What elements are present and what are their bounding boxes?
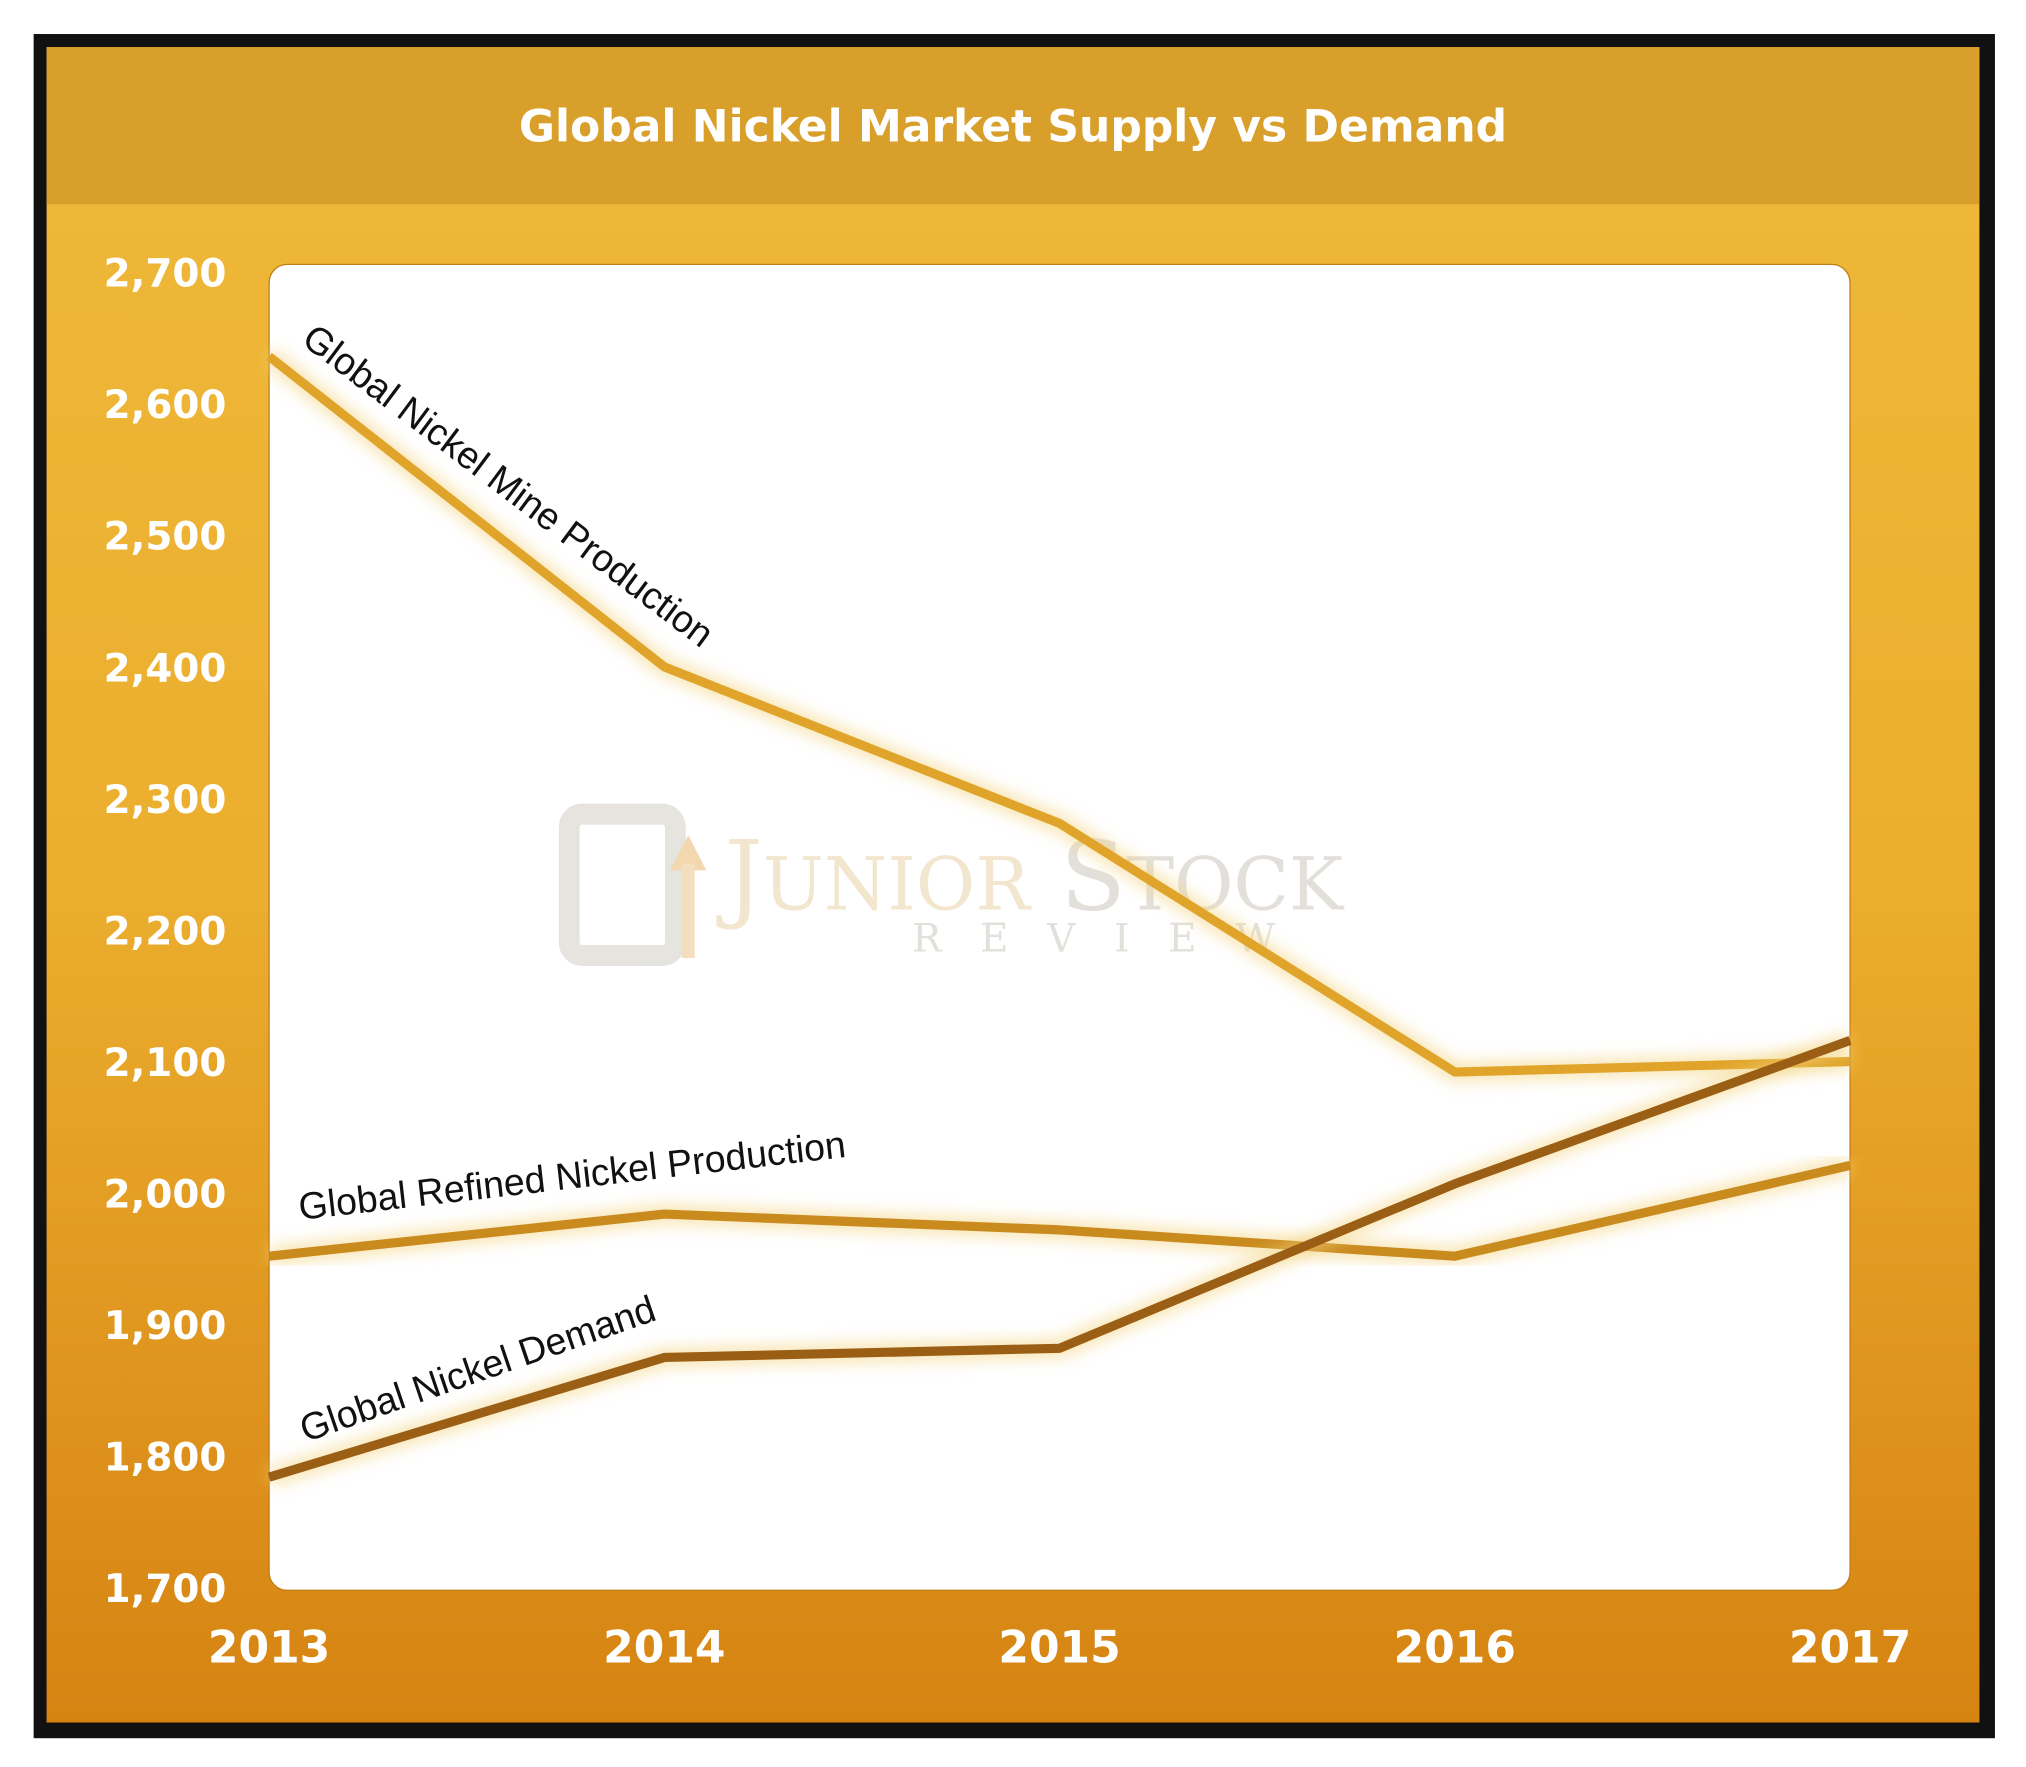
x-tick-label: 2016 bbox=[1394, 1622, 1516, 1673]
x-tick-label: 2013 bbox=[208, 1622, 330, 1673]
y-tick-label: 1,900 bbox=[104, 1304, 227, 1349]
y-tick-label: 2,600 bbox=[104, 383, 227, 428]
y-tick-label: 1,800 bbox=[104, 1435, 227, 1480]
header-band bbox=[46, 47, 1980, 205]
y-tick-label: 2,200 bbox=[104, 909, 227, 954]
series-line-1 bbox=[268, 1160, 1852, 1261]
y-tick-label: 2,000 bbox=[104, 1172, 227, 1217]
y-tick-label: 1,700 bbox=[104, 1567, 227, 1612]
x-tick-label: 2014 bbox=[603, 1622, 725, 1673]
x-tick-label: 2017 bbox=[1789, 1622, 1911, 1673]
y-tick-label: 2,400 bbox=[104, 646, 227, 691]
series-line-0 bbox=[266, 352, 1851, 1077]
y-tick-label: 2,500 bbox=[104, 515, 227, 560]
chart-title: Global Nickel Market Supply vs Demand bbox=[519, 101, 1507, 152]
y-tick-label: 2,100 bbox=[104, 1041, 227, 1086]
y-tick-label: 2,300 bbox=[104, 778, 227, 823]
series-line-2 bbox=[267, 1036, 1852, 1482]
y-tick-label: 2,700 bbox=[104, 251, 227, 296]
x-tick-label: 2015 bbox=[998, 1622, 1120, 1673]
